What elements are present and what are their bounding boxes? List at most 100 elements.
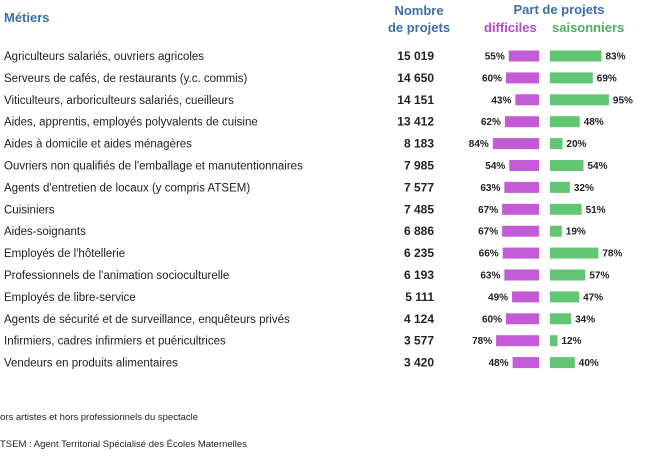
row-nombre-value: 4 124 [404, 312, 434, 326]
bar-difficiles [515, 94, 539, 106]
label-difficiles: 78% [472, 336, 492, 347]
bar-difficiles [504, 181, 539, 193]
row-nombre-value: 7 577 [404, 180, 434, 194]
header-nombre: Nombre de projets [378, 2, 460, 36]
row-metier-label: Vendeurs en produits alimentaires [4, 358, 178, 370]
row-nombre-value: 3 577 [404, 334, 434, 348]
row-metier-label: Aides à domicile et aides ménagères [4, 139, 192, 151]
row-metier-label: Aides, apprentis, employés polyvalents d… [4, 117, 258, 129]
bar-saisonniers [550, 116, 580, 128]
bar-difficiles [504, 269, 539, 281]
header-saisonniers: saisonniers [552, 20, 625, 35]
label-saisonniers: 48% [584, 117, 604, 128]
bar-saisonniers [550, 94, 609, 106]
row-nombre-value: 6 193 [404, 268, 434, 282]
label-difficiles: 84% [469, 139, 489, 150]
header-nombre-line1: Nombre [394, 3, 444, 18]
bar-saisonniers [550, 225, 562, 237]
row-metier-label: Viticulteurs, arboriculteurs salariés, c… [4, 95, 234, 107]
label-saisonniers: 54% [587, 161, 607, 172]
row-nombre-value: 8 183 [404, 137, 434, 151]
row-metier-label: Professionnels de l'animation sociocultu… [4, 270, 229, 282]
bar-difficiles [504, 116, 539, 128]
bar-saisonniers [550, 269, 586, 281]
header-metiers: Métiers [4, 10, 50, 25]
row-nombre-value: 14 151 [397, 93, 434, 107]
label-saisonniers: 57% [589, 271, 609, 282]
bar-saisonniers [550, 138, 563, 150]
bar-saisonniers [550, 181, 570, 193]
label-difficiles: 62% [481, 117, 501, 128]
bar-saisonniers [550, 313, 572, 325]
label-saisonniers: 19% [566, 227, 586, 238]
bar-difficiles [512, 357, 539, 369]
row-nombre-value: 14 650 [397, 71, 434, 85]
label-difficiles: 60% [482, 314, 502, 325]
bar-difficiles [512, 291, 539, 303]
label-saisonniers: 51% [586, 205, 606, 216]
label-saisonniers: 78% [602, 249, 622, 260]
bar-difficiles [506, 313, 539, 325]
label-saisonniers: 32% [574, 183, 594, 194]
metiers-table-chart: Agriculteurs salariés, ouvriers agricole… [4, 49, 633, 370]
label-difficiles: 67% [478, 205, 498, 216]
row-nombre-value: 7 985 [404, 159, 434, 173]
row-nombre-value: 15 019 [397, 49, 434, 63]
bar-difficiles [502, 203, 539, 215]
label-difficiles: 43% [491, 95, 511, 106]
bar-saisonniers [550, 160, 584, 171]
label-difficiles: 63% [480, 183, 500, 194]
bar-difficiles [496, 335, 539, 347]
bar-difficiles [509, 160, 539, 171]
row-metier-label: Employés de l'hôtellerie [4, 248, 125, 260]
label-difficiles: 66% [479, 249, 499, 260]
bar-saisonniers [550, 50, 602, 62]
row-nombre-value: 6 235 [404, 246, 434, 260]
label-saisonniers: 20% [566, 139, 586, 150]
row-metier-label: Employés de libre-service [4, 292, 136, 304]
row-metier-label: Agriculteurs salariés, ouvriers agricole… [4, 51, 204, 63]
header-difficiles: difficiles [484, 20, 537, 35]
bar-difficiles [506, 72, 539, 84]
row-nombre-value: 5 111 [405, 290, 434, 304]
bar-difficiles [502, 247, 539, 259]
label-difficiles: 54% [485, 161, 505, 172]
row-metier-label: Aides-soignants [4, 226, 86, 238]
bar-saisonniers [550, 357, 575, 369]
label-difficiles: 49% [488, 292, 508, 303]
row-metier-label: Infirmiers, cadres infirmiers et puéricu… [4, 336, 226, 348]
row-metier-label: Ouvriers non qualifiés de l'emballage et… [4, 161, 303, 173]
label-saisonniers: 47% [583, 292, 603, 303]
label-saisonniers: 83% [605, 52, 625, 63]
row-nombre-value: 7 485 [404, 202, 434, 216]
label-saisonniers: 69% [597, 73, 617, 84]
bar-difficiles [508, 50, 539, 62]
label-difficiles: 60% [482, 73, 502, 84]
footnote-2: TSEM : Agent Territorial Spécialisé des … [0, 439, 247, 450]
bar-saisonniers [550, 72, 593, 84]
header-nombre-line2: de projets [387, 20, 451, 35]
bar-saisonniers [550, 335, 558, 347]
footnote-1: ors artistes et hors professionnels du s… [0, 412, 199, 423]
row-metier-label: Cuisiniers [4, 204, 55, 216]
header-part-de-projets: Part de projets [513, 2, 605, 17]
row-nombre-value: 13 412 [397, 115, 434, 129]
label-difficiles: 55% [485, 52, 505, 63]
row-metier-label: Agents d'entretien de locaux (y compris … [4, 182, 250, 194]
bar-difficiles [502, 225, 539, 237]
label-saisonniers: 95% [613, 95, 633, 106]
label-saisonniers: 40% [579, 358, 599, 369]
bar-saisonniers [550, 291, 580, 303]
label-saisonniers: 34% [575, 314, 595, 325]
row-metier-label: Serveurs de cafés, de restaurants (y.c. … [4, 73, 247, 85]
row-metier-label: Agents de sécurité et de surveillance, e… [4, 314, 290, 326]
bar-saisonniers [550, 203, 582, 215]
bar-saisonniers [550, 247, 599, 259]
row-nombre-value: 3 420 [404, 356, 434, 370]
label-difficiles: 48% [489, 358, 509, 369]
label-difficiles: 67% [478, 227, 498, 238]
label-difficiles: 63% [480, 271, 500, 282]
bar-difficiles [492, 138, 539, 150]
label-saisonniers: 12% [561, 336, 581, 347]
row-nombre-value: 6 886 [404, 224, 434, 238]
